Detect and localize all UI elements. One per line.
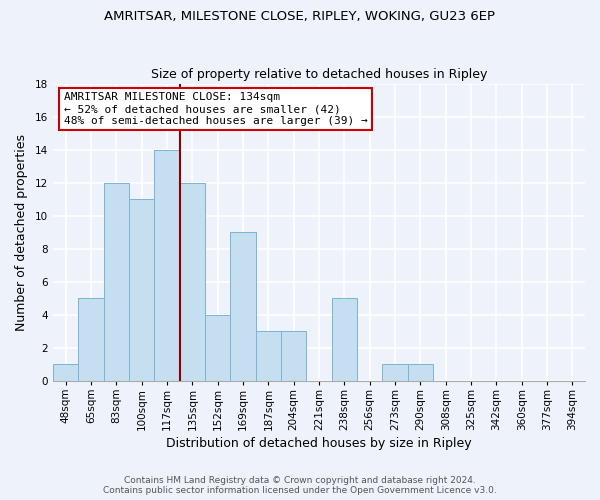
Bar (53, 364, 79, 381)
Bar (79, 298, 104, 381)
Y-axis label: Number of detached properties: Number of detached properties (15, 134, 28, 331)
Bar (129, 199, 154, 381)
Bar (407, 364, 433, 381)
X-axis label: Distribution of detached houses by size in Ripley: Distribution of detached houses by size … (166, 437, 472, 450)
Bar (332, 298, 357, 381)
Text: Contains HM Land Registry data © Crown copyright and database right 2024.
Contai: Contains HM Land Registry data © Crown c… (103, 476, 497, 495)
Bar (154, 150, 180, 381)
Bar (382, 364, 407, 381)
Bar (180, 182, 205, 381)
Bar (256, 332, 281, 381)
Text: AMRITSAR, MILESTONE CLOSE, RIPLEY, WOKING, GU23 6EP: AMRITSAR, MILESTONE CLOSE, RIPLEY, WOKIN… (104, 10, 496, 23)
Bar (205, 315, 230, 381)
Text: AMRITSAR MILESTONE CLOSE: 134sqm
← 52% of detached houses are smaller (42)
48% o: AMRITSAR MILESTONE CLOSE: 134sqm ← 52% o… (64, 92, 367, 126)
Bar (230, 232, 256, 381)
Bar (281, 332, 307, 381)
Bar (104, 182, 129, 381)
Title: Size of property relative to detached houses in Ripley: Size of property relative to detached ho… (151, 68, 487, 81)
